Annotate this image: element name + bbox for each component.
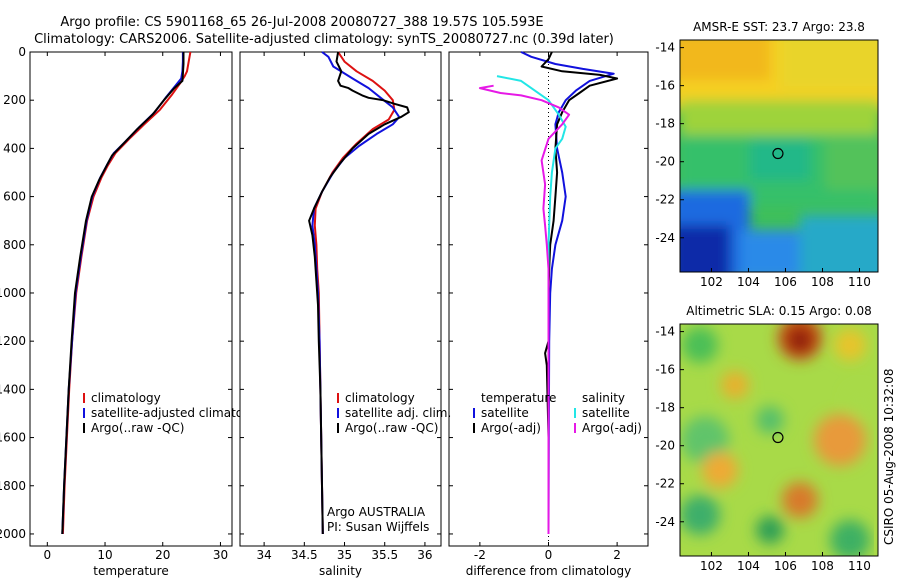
amsre_sst-map-frame — [679, 39, 879, 273]
temperature-x-tick-label: 0 — [43, 548, 51, 562]
temperature-panel: 0 10 20 30 temperature 0 200 400 600 800 1000 1200 1… — [0, 45, 233, 578]
depth-tick-label: 400 — [3, 141, 26, 155]
temperature-legend-label: satellite-adjusted climatology — [91, 406, 269, 420]
temperature-x-tick-label: 20 — [155, 548, 170, 562]
depth-tick-label: 800 — [3, 238, 26, 252]
difference-series-temperature-argo-adj- — [540, 51, 619, 534]
amsre_sst-lon-label: 102 — [700, 275, 723, 289]
salinity-panel: 34 34.5 35 35.5 36 salinity — [239, 51, 442, 578]
salinity-axes-box — [239, 51, 442, 547]
altimetric_sla-lon-label: 104 — [737, 559, 760, 573]
amsre_sst-lat-label: -20 — [655, 155, 675, 169]
temperature-x-tick-label: 10 — [97, 548, 112, 562]
altimetric_sla-lat-label: -14 — [655, 325, 675, 339]
side-timestamp: CSIRO 05-Aug-2008 10:32:08 — [882, 369, 896, 545]
sla-map-title: Altimetric SLA: 0.15 Argo: 0.08 — [686, 304, 871, 318]
depth-tick-label: 200 — [3, 93, 26, 107]
amsre_sst-lon-label: 104 — [737, 275, 760, 289]
depth-tick-label: 1400 — [0, 382, 26, 396]
salinity-x-tick-label: 34.5 — [291, 548, 318, 562]
amsre_sst-lat-label: -24 — [655, 231, 675, 245]
temperature-series-argo-raw-qc- — [61, 52, 185, 535]
amsre_sst-argo-position-marker — [772, 147, 784, 160]
temperature-series-satellite-adjusted-climatology — [61, 52, 184, 535]
depth-tick-label: 2000 — [0, 527, 26, 541]
sla-map-field — [680, 324, 878, 556]
altimetric_sla-lon-label: 102 — [700, 559, 723, 573]
temperature-xlabel: temperature — [93, 564, 168, 578]
temperature-x-tick-label: 30 — [213, 548, 228, 562]
float-institution: Argo AUSTRALIA — [327, 505, 426, 519]
sst-map-field — [680, 40, 878, 272]
amsre_sst-lon-label: 106 — [774, 275, 797, 289]
amsre_sst-lat-label: -16 — [655, 79, 675, 93]
difference-series-salinity-satellite — [496, 75, 567, 534]
difference-x-tick-label: 2 — [613, 548, 621, 562]
salinity-x-tick-label: 36 — [417, 548, 432, 562]
altimetric_sla-lon-label: 108 — [811, 559, 834, 573]
diff-temperature-legend-title: temperature — [481, 391, 556, 405]
sst-map-title: AMSR-E SST: 23.7 Argo: 23.8 — [693, 20, 865, 34]
difference-x-tick-label: -2 — [474, 548, 486, 562]
difference-series-salinity-argo-adj- — [478, 84, 571, 534]
diff-temperature-legend-label: satellite — [481, 406, 529, 420]
figure-title-line2: Climatology: CARS2006. Satellite-adjuste… — [34, 32, 614, 47]
amsre_sst-lon-label: 110 — [848, 275, 871, 289]
salinity-series-climatology — [313, 51, 396, 535]
altimetric_sla-argo-position-marker — [772, 431, 784, 444]
salinity-xlabel: salinity — [319, 564, 362, 578]
diff-temperature-legend-label: Argo(-adj) — [481, 421, 541, 435]
depth-tick-label: 1000 — [0, 286, 26, 300]
profile-plots: 0102030temperature0200400600800100012001… — [0, 39, 879, 578]
salinity-series-argo-raw-qc- — [308, 51, 410, 535]
altimetric_sla-lat-label: -16 — [655, 363, 675, 377]
amsre_sst-map-axes: 102 104 106 108 110 -14 -16 -18 -20 -22 -24 — [655, 39, 879, 289]
temperature-axes-box — [29, 51, 233, 547]
depth-tick-label: 0 — [18, 45, 26, 59]
altimetric_sla-lat-label: -20 — [655, 439, 675, 453]
salinity-legend-label: climatology — [345, 391, 415, 405]
salinity-legend-label: Argo(..raw -QC) — [345, 421, 438, 435]
altimetric_sla-map-frame — [679, 323, 879, 557]
temperature-series-climatology — [61, 51, 192, 535]
depth-tick-label: 1600 — [0, 431, 26, 445]
salinity-x-tick-label: 34 — [256, 548, 271, 562]
depth-tick-label: 1200 — [0, 334, 26, 348]
figure-title-line1: Argo profile: CS 5901168_65 26-Jul-2008 … — [60, 15, 543, 30]
altimetric_sla-map-axes: 102 104 106 108 110 -14 -16 -18 -20 -22 -24 — [655, 323, 879, 573]
principal-investigator: PI: Susan Wijffels — [327, 520, 429, 534]
difference-panel: -2 0 2 difference from climatology — [448, 51, 649, 578]
altimetric_sla-lon-label: 110 — [848, 559, 871, 573]
difference-xlabel: difference from climatology — [466, 564, 632, 578]
depth-tick-label: 600 — [3, 190, 26, 204]
amsre_sst-lat-label: -14 — [655, 41, 675, 55]
salinity-x-tick-label: 35.5 — [371, 548, 398, 562]
temperature-legend-label: Argo(..raw -QC) — [91, 421, 184, 435]
diff-salinity-legend-label: satellite — [582, 406, 630, 420]
diff-salinity-legend-title: salinity — [582, 391, 625, 405]
altimetric_sla-lon-label: 106 — [774, 559, 797, 573]
altimetric_sla-lat-label: -18 — [655, 401, 675, 415]
amsre_sst-lon-label: 108 — [811, 275, 834, 289]
difference-x-tick-label: 0 — [545, 548, 553, 562]
altimetric_sla-lat-label: -22 — [655, 477, 675, 491]
diff-salinity-legend-label: Argo(-adj) — [582, 421, 642, 435]
amsre_sst-lat-label: -22 — [655, 193, 675, 207]
temperature-legend-label: climatology — [91, 391, 161, 405]
amsre_sst-lat-label: -18 — [655, 117, 675, 131]
difference-series-temperature-satellite — [520, 51, 615, 535]
altimetric_sla-lat-label: -24 — [655, 515, 675, 529]
salinity-x-tick-label: 35 — [337, 548, 352, 562]
depth-tick-label: 1800 — [0, 479, 26, 493]
salinity-legend-label: satellite adj. clim. — [345, 406, 451, 420]
